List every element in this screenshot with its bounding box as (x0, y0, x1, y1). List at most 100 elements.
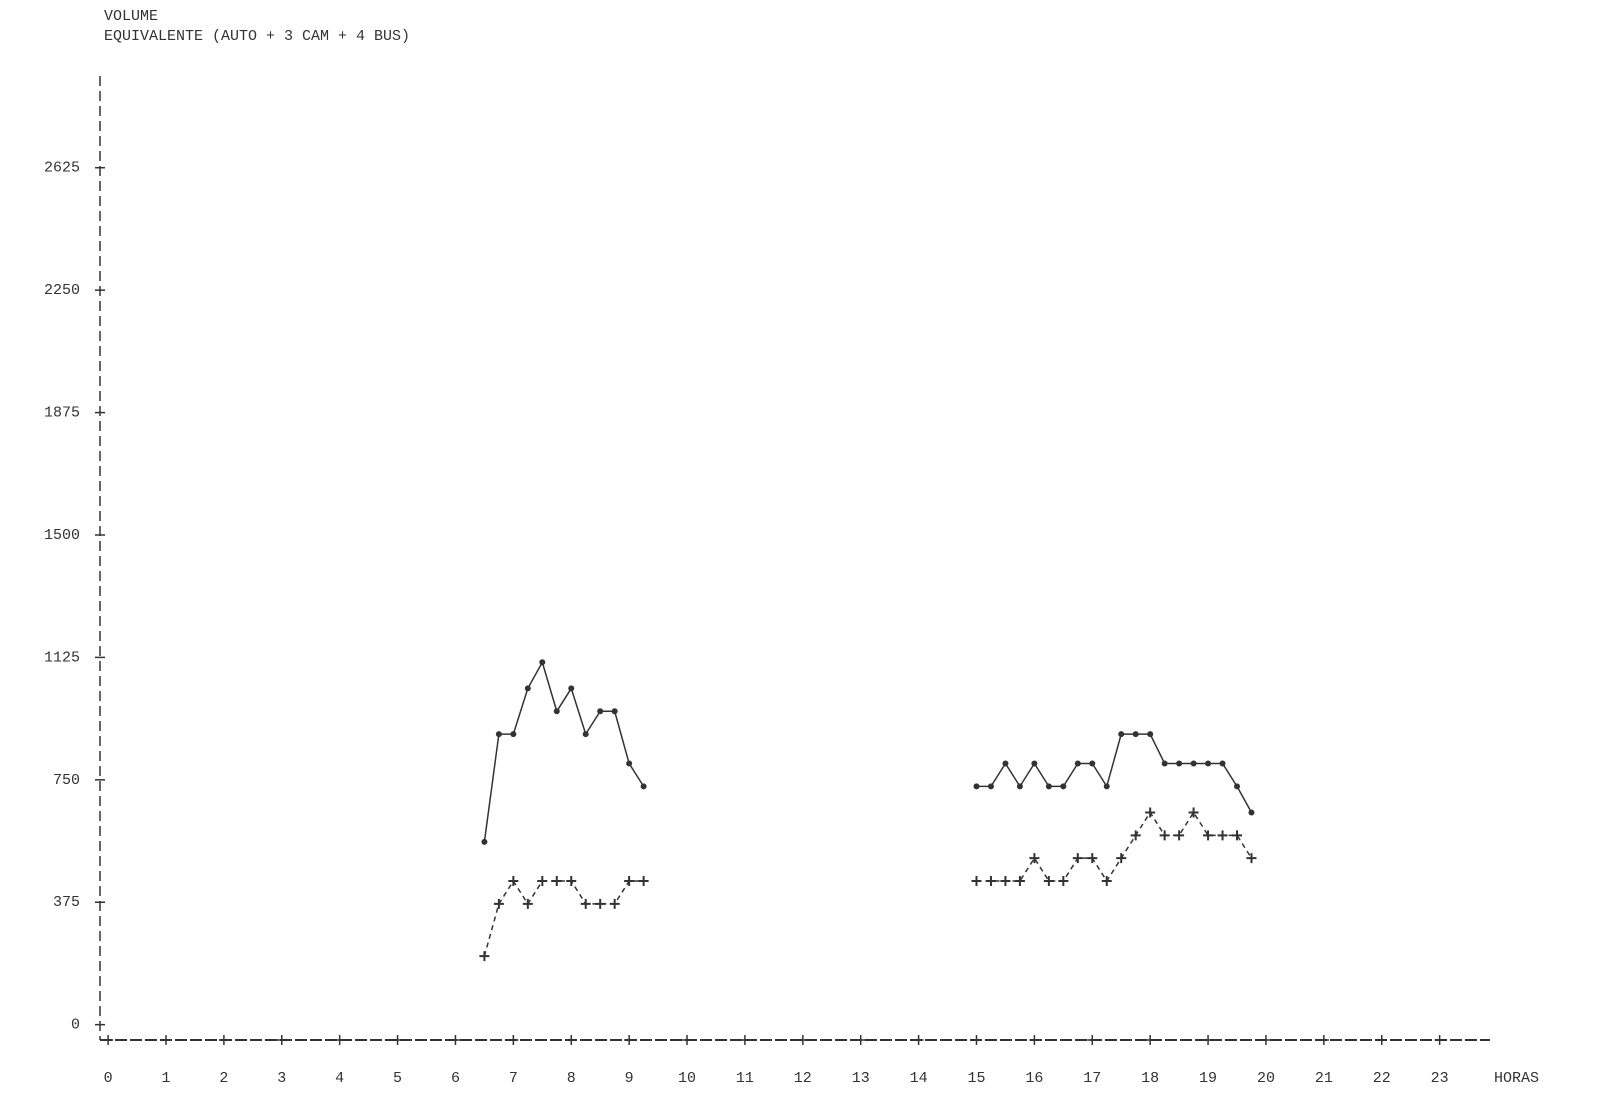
y-tick-label: 750 (53, 772, 80, 789)
data-point (1031, 760, 1038, 767)
data-point (1203, 830, 1214, 841)
x-tick-label: 19 (1199, 1070, 1217, 1087)
data-point (985, 876, 996, 887)
x-tick-label: 21 (1315, 1070, 1333, 1087)
data-point (1188, 807, 1199, 818)
x-tick (276, 1035, 287, 1045)
y-tick-label: 0 (71, 1017, 80, 1034)
x-tick-label: 22 (1373, 1070, 1391, 1087)
data-point (1116, 853, 1127, 864)
data-point (973, 783, 980, 790)
data-point (1058, 876, 1069, 887)
x-tick-label: 23 (1431, 1070, 1449, 1087)
x-tick-label: 8 (567, 1070, 576, 1087)
data-point (1029, 853, 1040, 864)
x-tick (1260, 1035, 1271, 1045)
x-tick (566, 1035, 577, 1045)
data-point (1176, 760, 1183, 767)
series-line (483, 879, 644, 957)
data-point (510, 731, 517, 738)
data-point (638, 876, 649, 887)
data-point (611, 708, 618, 715)
y-tick-label: 2250 (44, 282, 80, 299)
x-tick (1029, 1035, 1040, 1045)
x-tick (1203, 1035, 1214, 1045)
y-tick-label: 1125 (44, 649, 80, 666)
data-point (481, 838, 488, 845)
data-point (568, 685, 575, 692)
x-tick (797, 1035, 808, 1045)
data-point (1205, 760, 1212, 767)
data-point (987, 783, 994, 790)
data-point (1043, 876, 1054, 887)
data-point (566, 876, 577, 887)
x-tick-label: 6 (451, 1070, 460, 1087)
data-point (539, 659, 546, 666)
x-tick-label: 13 (852, 1070, 870, 1087)
data-point (1000, 876, 1011, 887)
data-point (595, 898, 606, 909)
data-point (1130, 830, 1141, 841)
x-tick (1376, 1035, 1387, 1045)
data-point (640, 783, 647, 790)
x-tick-label: 3 (277, 1070, 286, 1087)
x-tick (334, 1035, 345, 1045)
x-tick (218, 1035, 229, 1045)
x-tick-label: 18 (1141, 1070, 1159, 1087)
x-tick-label: 9 (625, 1070, 634, 1087)
data-point (1045, 783, 1052, 790)
x-tick (624, 1035, 635, 1045)
data-point (1246, 853, 1257, 864)
x-tick-label: 16 (1025, 1070, 1043, 1087)
x-tick-label: 10 (678, 1070, 696, 1087)
y-tick-label: 1875 (44, 405, 80, 422)
data-point (495, 731, 502, 738)
data-point (1089, 760, 1096, 767)
data-point (1248, 809, 1255, 816)
x-tick (855, 1035, 866, 1045)
data-point (597, 708, 604, 715)
data-point (1174, 830, 1185, 841)
data-point (1217, 830, 1228, 841)
x-tick (103, 1035, 114, 1045)
x-tick (971, 1035, 982, 1045)
x-tick-label: 5 (393, 1070, 402, 1087)
x-axis-label: HORAS (1494, 1070, 1539, 1087)
x-tick (739, 1035, 750, 1045)
x-tick (392, 1035, 403, 1045)
x-tick (1087, 1035, 1098, 1045)
x-tick-label: 7 (509, 1070, 518, 1087)
series-line (976, 733, 1253, 813)
series-line (976, 811, 1253, 883)
x-tick (450, 1035, 461, 1045)
data-point (1190, 760, 1197, 767)
x-tick-label: 15 (967, 1070, 985, 1087)
data-point (626, 760, 633, 767)
data-point (522, 898, 533, 909)
y-tick-label: 375 (53, 894, 80, 911)
data-point (971, 876, 982, 887)
data-point (582, 731, 589, 738)
x-tick-label: 20 (1257, 1070, 1275, 1087)
x-tick (160, 1035, 171, 1045)
data-point (479, 951, 490, 962)
data-point (1232, 830, 1243, 841)
data-point (609, 898, 620, 909)
x-tick-label: 12 (794, 1070, 812, 1087)
data-point (524, 685, 531, 692)
data-point (1147, 731, 1154, 738)
y-tick-label: 2625 (44, 160, 80, 177)
data-point (493, 898, 504, 909)
x-tick-label: 1 (161, 1070, 170, 1087)
x-tick-label: 17 (1083, 1070, 1101, 1087)
data-point (1101, 876, 1112, 887)
chart-title: VOLUME (104, 8, 158, 25)
data-point (508, 876, 519, 887)
data-point (1074, 760, 1081, 767)
data-point (1219, 760, 1226, 767)
x-tick (682, 1035, 693, 1045)
x-tick (1434, 1035, 1445, 1045)
x-tick (1145, 1035, 1156, 1045)
data-point (1132, 731, 1139, 738)
